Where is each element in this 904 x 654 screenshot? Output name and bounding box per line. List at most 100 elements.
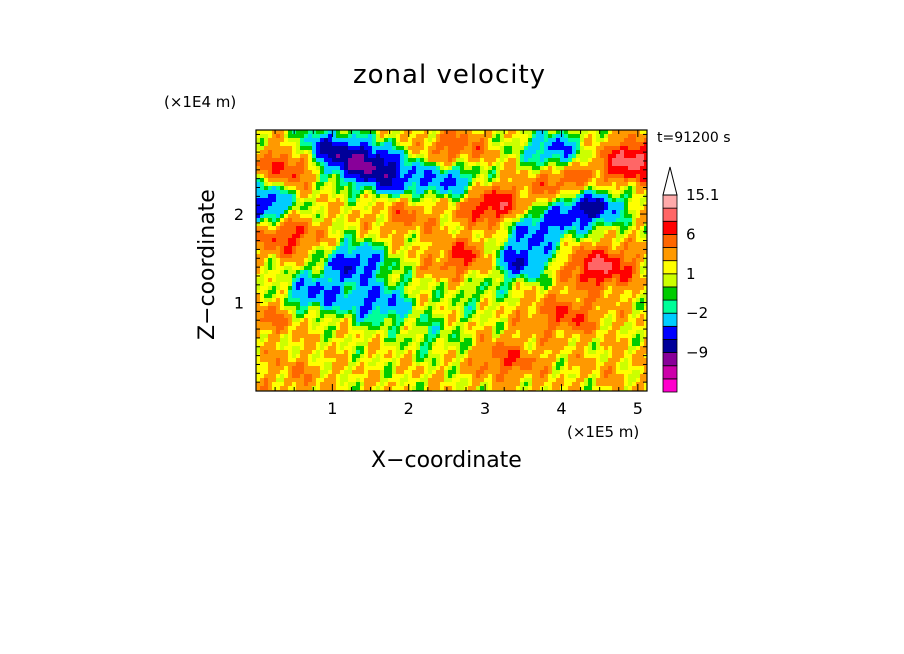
field-cell: [492, 130, 497, 135]
field-cell: [628, 258, 633, 263]
field-cell: [608, 310, 613, 315]
field-cell: [408, 330, 413, 335]
field-cell: [520, 226, 525, 231]
field-cell: [512, 210, 517, 215]
field-cell: [496, 330, 501, 335]
field-cell: [312, 302, 317, 307]
field-cell: [360, 258, 365, 263]
field-cell: [280, 306, 285, 311]
field-cell: [280, 142, 285, 147]
field-cell: [492, 162, 497, 167]
field-cell: [352, 222, 357, 227]
field-cell: [444, 186, 449, 191]
field-cell: [440, 326, 445, 331]
field-cell: [608, 182, 613, 187]
field-cell: [436, 274, 441, 279]
field-cell: [576, 306, 581, 311]
field-cell: [520, 194, 525, 199]
field-cell: [436, 298, 441, 303]
field-cell: [488, 194, 493, 199]
field-cell: [552, 258, 557, 263]
field-cell: [528, 150, 533, 155]
field-cell: [396, 186, 401, 191]
field-cell: [284, 202, 289, 207]
field-cell: [380, 226, 385, 231]
field-cell: [612, 266, 617, 271]
field-cell: [504, 290, 509, 295]
field-cell: [296, 254, 301, 259]
field-cell: [320, 170, 325, 175]
field-cell: [264, 310, 269, 315]
field-cell: [456, 154, 461, 159]
field-cell: [416, 322, 421, 327]
field-cell: [592, 170, 597, 175]
field-cell: [528, 166, 533, 171]
field-cell: [468, 326, 473, 331]
field-cell: [644, 246, 647, 251]
field-cell: [276, 238, 281, 243]
field-cell: [588, 146, 593, 151]
field-cell: [556, 250, 561, 255]
field-cell: [432, 214, 437, 219]
field-cell: [636, 202, 641, 207]
field-cell: [636, 306, 641, 311]
field-cell: [620, 230, 625, 235]
field-cell: [632, 226, 637, 231]
field-cell: [644, 142, 647, 147]
field-cell: [456, 186, 461, 191]
field-cell: [500, 278, 505, 283]
field-cell: [548, 294, 553, 299]
field-cell: [376, 262, 381, 267]
field-cell: [464, 306, 469, 311]
field-cell: [568, 154, 573, 159]
field-cell: [500, 270, 505, 275]
field-cell: [636, 262, 641, 267]
field-cell: [308, 162, 313, 167]
field-cell: [356, 190, 361, 195]
field-cell: [260, 134, 265, 139]
field-cell: [604, 230, 609, 235]
field-cell: [520, 190, 525, 195]
field-cell: [440, 222, 445, 227]
field-cell: [472, 130, 477, 135]
field-cell: [256, 266, 261, 271]
field-cell: [264, 306, 269, 311]
field-cell: [312, 214, 317, 219]
field-cell: [360, 238, 365, 243]
field-cell: [420, 266, 425, 271]
field-cell: [544, 154, 549, 159]
field-cell: [476, 326, 481, 331]
field-cell: [448, 314, 453, 319]
field-cell: [324, 242, 329, 247]
field-cell: [552, 202, 557, 207]
field-cell: [616, 270, 621, 275]
field-cell: [464, 170, 469, 175]
field-cell: [388, 130, 393, 135]
field-cell: [372, 238, 377, 243]
field-cell: [440, 190, 445, 195]
field-cell: [268, 318, 273, 323]
field-cell: [412, 302, 417, 307]
field-cell: [284, 266, 289, 271]
field-cell: [560, 190, 565, 195]
field-cell: [632, 134, 637, 139]
field-cell: [560, 230, 565, 235]
field-cell: [372, 306, 377, 311]
field-cell: [408, 210, 413, 215]
field-cell: [396, 202, 401, 207]
field-cell: [568, 150, 573, 155]
field-cell: [532, 254, 537, 259]
field-cell: [504, 278, 509, 283]
field-cell: [424, 198, 429, 203]
field-cell: [276, 182, 281, 187]
field-cell: [452, 254, 457, 259]
field-cell: [344, 170, 349, 175]
field-cell: [264, 278, 269, 283]
field-cell: [544, 282, 549, 287]
field-cell: [332, 322, 337, 327]
field-cell: [428, 302, 433, 307]
field-cell: [500, 178, 505, 183]
field-cell: [624, 250, 629, 255]
field-cell: [364, 294, 369, 299]
field-cell: [612, 298, 617, 303]
